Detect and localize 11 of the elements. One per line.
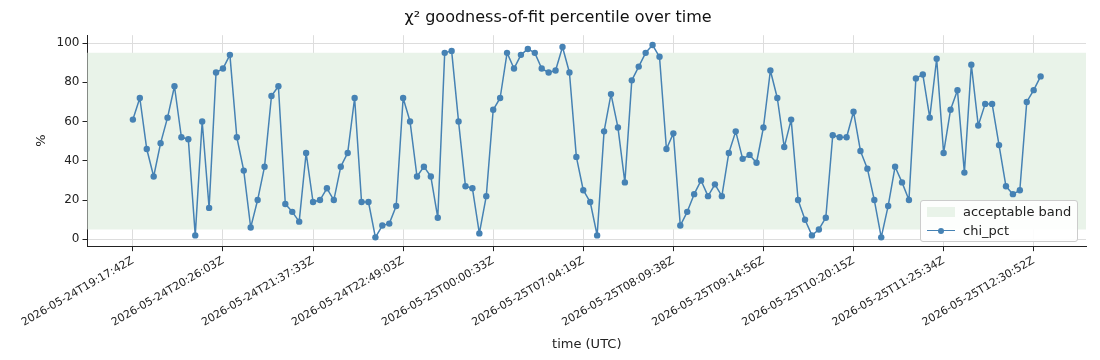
y-tick-label: 20 xyxy=(64,192,80,207)
legend-label: chi_pct xyxy=(963,222,1009,241)
y-tick-label: 0 xyxy=(71,231,80,246)
y-tick-label: 100 xyxy=(56,35,80,50)
y-tick-label: 60 xyxy=(64,113,80,128)
y-axis-title: % xyxy=(33,134,49,147)
band-label: acceptable band xyxy=(963,203,1072,222)
y-tick-label: 40 xyxy=(64,152,80,167)
y-tick-label: 80 xyxy=(64,74,80,89)
x-axis-title: time (UTC) xyxy=(552,335,622,351)
chart-title: χ² goodness-of-fit percentile over time xyxy=(404,6,712,26)
